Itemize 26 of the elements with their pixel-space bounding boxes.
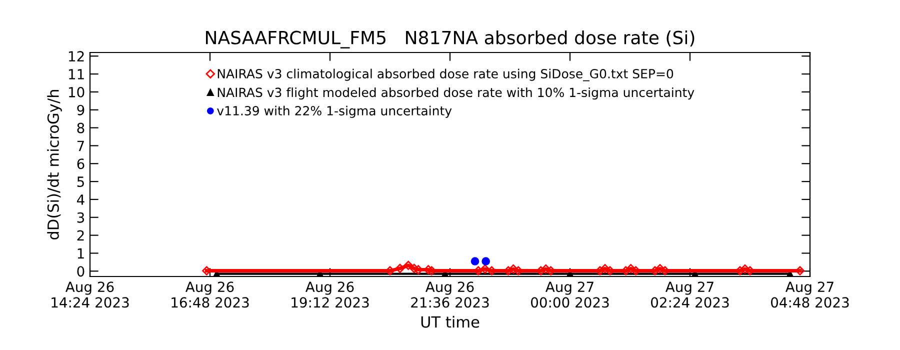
legend-label: NAIRAS v3 flight modeled absorbed dose rate with 10% 1-sigma uncertainty [218,87,694,100]
x-tick-label: Aug 26 16:48 2023 [172,282,249,308]
chart-title: NASAAFRCMUL_FM5 N817NA absorbed dose rate (Si) [206,30,694,48]
legend-label: v11.39 with 22% 1-sigma uncertainty [217,106,452,118]
y-tick-label: 3 [77,212,84,223]
y-tick-label: 5 [77,176,84,187]
y-axis-title: dD(Si)/dt microGy/h [47,90,62,240]
x-tick-label: Aug 26 19:12 2023 [292,282,369,308]
x-tick-label: Aug 27 04:48 2023 [771,282,849,308]
y-tick-label: 1 [78,248,84,258]
x-tick-label: Aug 26 21:36 2023 [411,282,489,308]
x-tick-label: Aug 27 00:00 2023 [531,282,609,308]
y-tick-label: 6 [77,158,84,170]
y-tick-label: 7 [77,140,84,151]
x-tick-label: Aug 26 14:24 2023 [52,282,129,308]
y-tick-label: 0 [77,266,84,277]
x-axis-title: UT time [421,316,480,328]
y-tick-label: 2 [77,230,84,241]
y-tick-label: 8 [77,122,84,134]
y-tick-label: 9 [77,104,84,116]
y-tick-label: 10 [68,86,84,98]
y-tick-label: 4 [76,194,84,205]
legend-label: NAIRAS v3 climatological absorbed dose rate using SiDose_G0.txt SEP=0 [218,68,674,82]
x-tick-label: Aug 27 02:24 2023 [651,282,729,308]
y-tick-label: 12 [68,51,84,62]
y-tick-label: 11 [68,69,84,80]
